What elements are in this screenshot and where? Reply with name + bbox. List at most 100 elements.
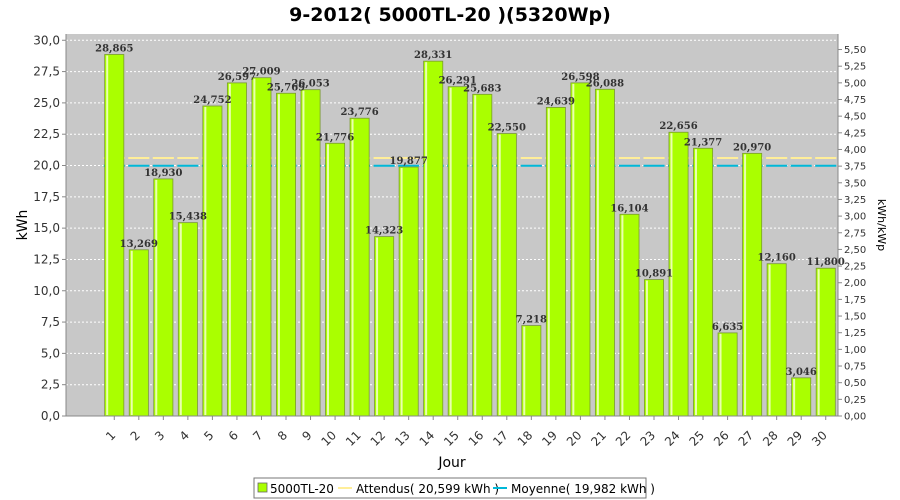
data-label: 26,598 [561,72,599,83]
x-tick-label: 24 [662,428,683,449]
bar-highlight [228,83,231,415]
legend-label-average: Moyenne( 19,982 kWh ) [511,482,655,496]
bar-highlight [351,119,354,416]
legend-swatch-bars [257,482,268,493]
bar-highlight [817,269,820,415]
bar-highlight [768,264,771,415]
bar-highlight [572,83,575,416]
bar-highlight [179,223,182,415]
x-tick-label: 2 [128,428,143,443]
y2-tick-label: 5,00 [844,78,866,89]
bar-highlight [204,106,207,416]
y2-tick-label: 0,00 [844,412,866,423]
data-label: 11,800 [807,257,845,268]
data-label: 12,160 [758,253,796,264]
data-label: 3,046 [786,367,817,378]
y2-tick-label: 1,25 [844,328,866,339]
bar-highlight [670,133,673,415]
y2-tick-label: 0,50 [844,378,866,389]
x-axis-label: Jour [437,455,466,471]
bar-highlight [400,168,403,415]
bar-highlight [645,280,648,415]
y-tick-label: 7,5 [41,315,60,329]
y-tick-label: 10,0 [33,284,60,298]
y-tick-label: 30,0 [33,33,60,47]
data-label: 26,053 [291,79,329,90]
bar-highlight [694,149,697,415]
data-label: 26,088 [586,78,624,89]
y2-tick-label: 0,75 [844,362,866,373]
data-label: 24,639 [537,96,575,107]
y2-tick-label: 2,50 [844,245,866,256]
x-tick-label: 29 [785,428,806,449]
y2-tick-label: 4,75 [844,95,866,106]
data-label: 25,769 [267,82,305,93]
y-tick-label: 17,5 [33,190,60,204]
y2-tick-label: 2,00 [844,278,866,289]
x-axis-ticks: 1 2 3 4 5 6 7 8 9 10 11 12 13 14 15 16 17 18 19 20 21 22 23 24 2… [103,416,830,449]
y2-tick-label: 4,50 [844,112,866,123]
x-tick-label: 21 [588,428,609,449]
bar-highlight [130,250,133,415]
bar-highlight [621,215,624,415]
data-label: 21,776 [316,132,354,143]
bar-highlight [425,62,428,416]
x-tick-label: 11 [343,428,364,449]
bar-highlight [793,378,796,415]
bar-highlight [474,95,477,416]
x-tick-label: 27 [736,428,757,449]
y2-tick-label: 3,25 [844,195,866,206]
x-tick-label: 28 [760,428,781,449]
y2-tick-label: 5,25 [844,62,866,73]
bar-highlight [326,144,329,415]
legend-box [253,477,647,499]
x-tick-label: 16 [466,428,487,449]
data-label: 28,331 [414,50,452,61]
y-tick-label: 27,5 [33,65,60,79]
x-tick-label: 13 [392,428,413,449]
y-tick-label: 22,5 [33,127,60,141]
x-tick-label: 3 [152,428,167,443]
y-tick-label: 12,5 [33,252,60,266]
bar-highlight [449,87,452,415]
bar-highlight [376,237,379,415]
data-label: 23,776 [340,107,378,118]
bar-highlight [523,326,526,415]
bar-highlight [302,90,305,416]
y-tick-label: 5,0 [41,346,60,360]
bar-highlight [498,134,501,415]
x-tick-label: 12 [368,428,389,449]
y2-tick-label: 1,00 [844,345,866,356]
data-label: 15,438 [169,212,207,223]
data-label: 21,377 [684,137,722,148]
y-tick-label: 0,0 [41,409,60,423]
y2-tick-label: 4,00 [844,145,866,156]
bar-highlight [155,179,158,415]
data-label: 10,891 [635,269,673,280]
x-tick-label: 10 [318,428,339,449]
y2-tick-label: 1,75 [844,295,866,306]
data-label: 26,291 [439,76,477,87]
x-tick-label: 30 [809,428,830,449]
y2-axis-label: kWh/kWp [875,199,888,251]
y2-axis-ticks: 0,00 0,25 0,50 0,75 1,00 1,25 1,50 1,75 2,00 2,25… [838,45,866,423]
y-tick-label: 2,5 [41,378,60,392]
data-label: 24,752 [193,95,231,106]
bar-highlight [253,78,256,416]
legend-label-bars: 5000TL-20 [270,482,334,496]
y2-tick-label: 1,50 [844,312,866,323]
y-axis-ticks: 0,0 2,5 5,0 7,5 10,0 12,5 15,0 17,5 20,0 22,5 25,0… [33,33,66,423]
legend: 5000TL-20 Attendus( 20,599 kWh ) Moyenne… [253,477,655,499]
data-label: 7,218 [516,315,547,326]
data-label: 25,683 [463,83,501,94]
data-label: 27,009 [242,67,280,78]
data-label: 28,865 [95,43,133,54]
y-axis-label: kWh [15,210,31,241]
data-label: 20,970 [733,142,771,153]
data-label: 26,597 [218,72,256,83]
data-labels: 28,865 13,269 18,930 15,438 24,752 26,59727,0… [95,43,845,377]
bar-highlight [547,108,550,416]
x-tick-label: 6 [226,428,241,443]
x-tick-label: 15 [441,428,462,449]
